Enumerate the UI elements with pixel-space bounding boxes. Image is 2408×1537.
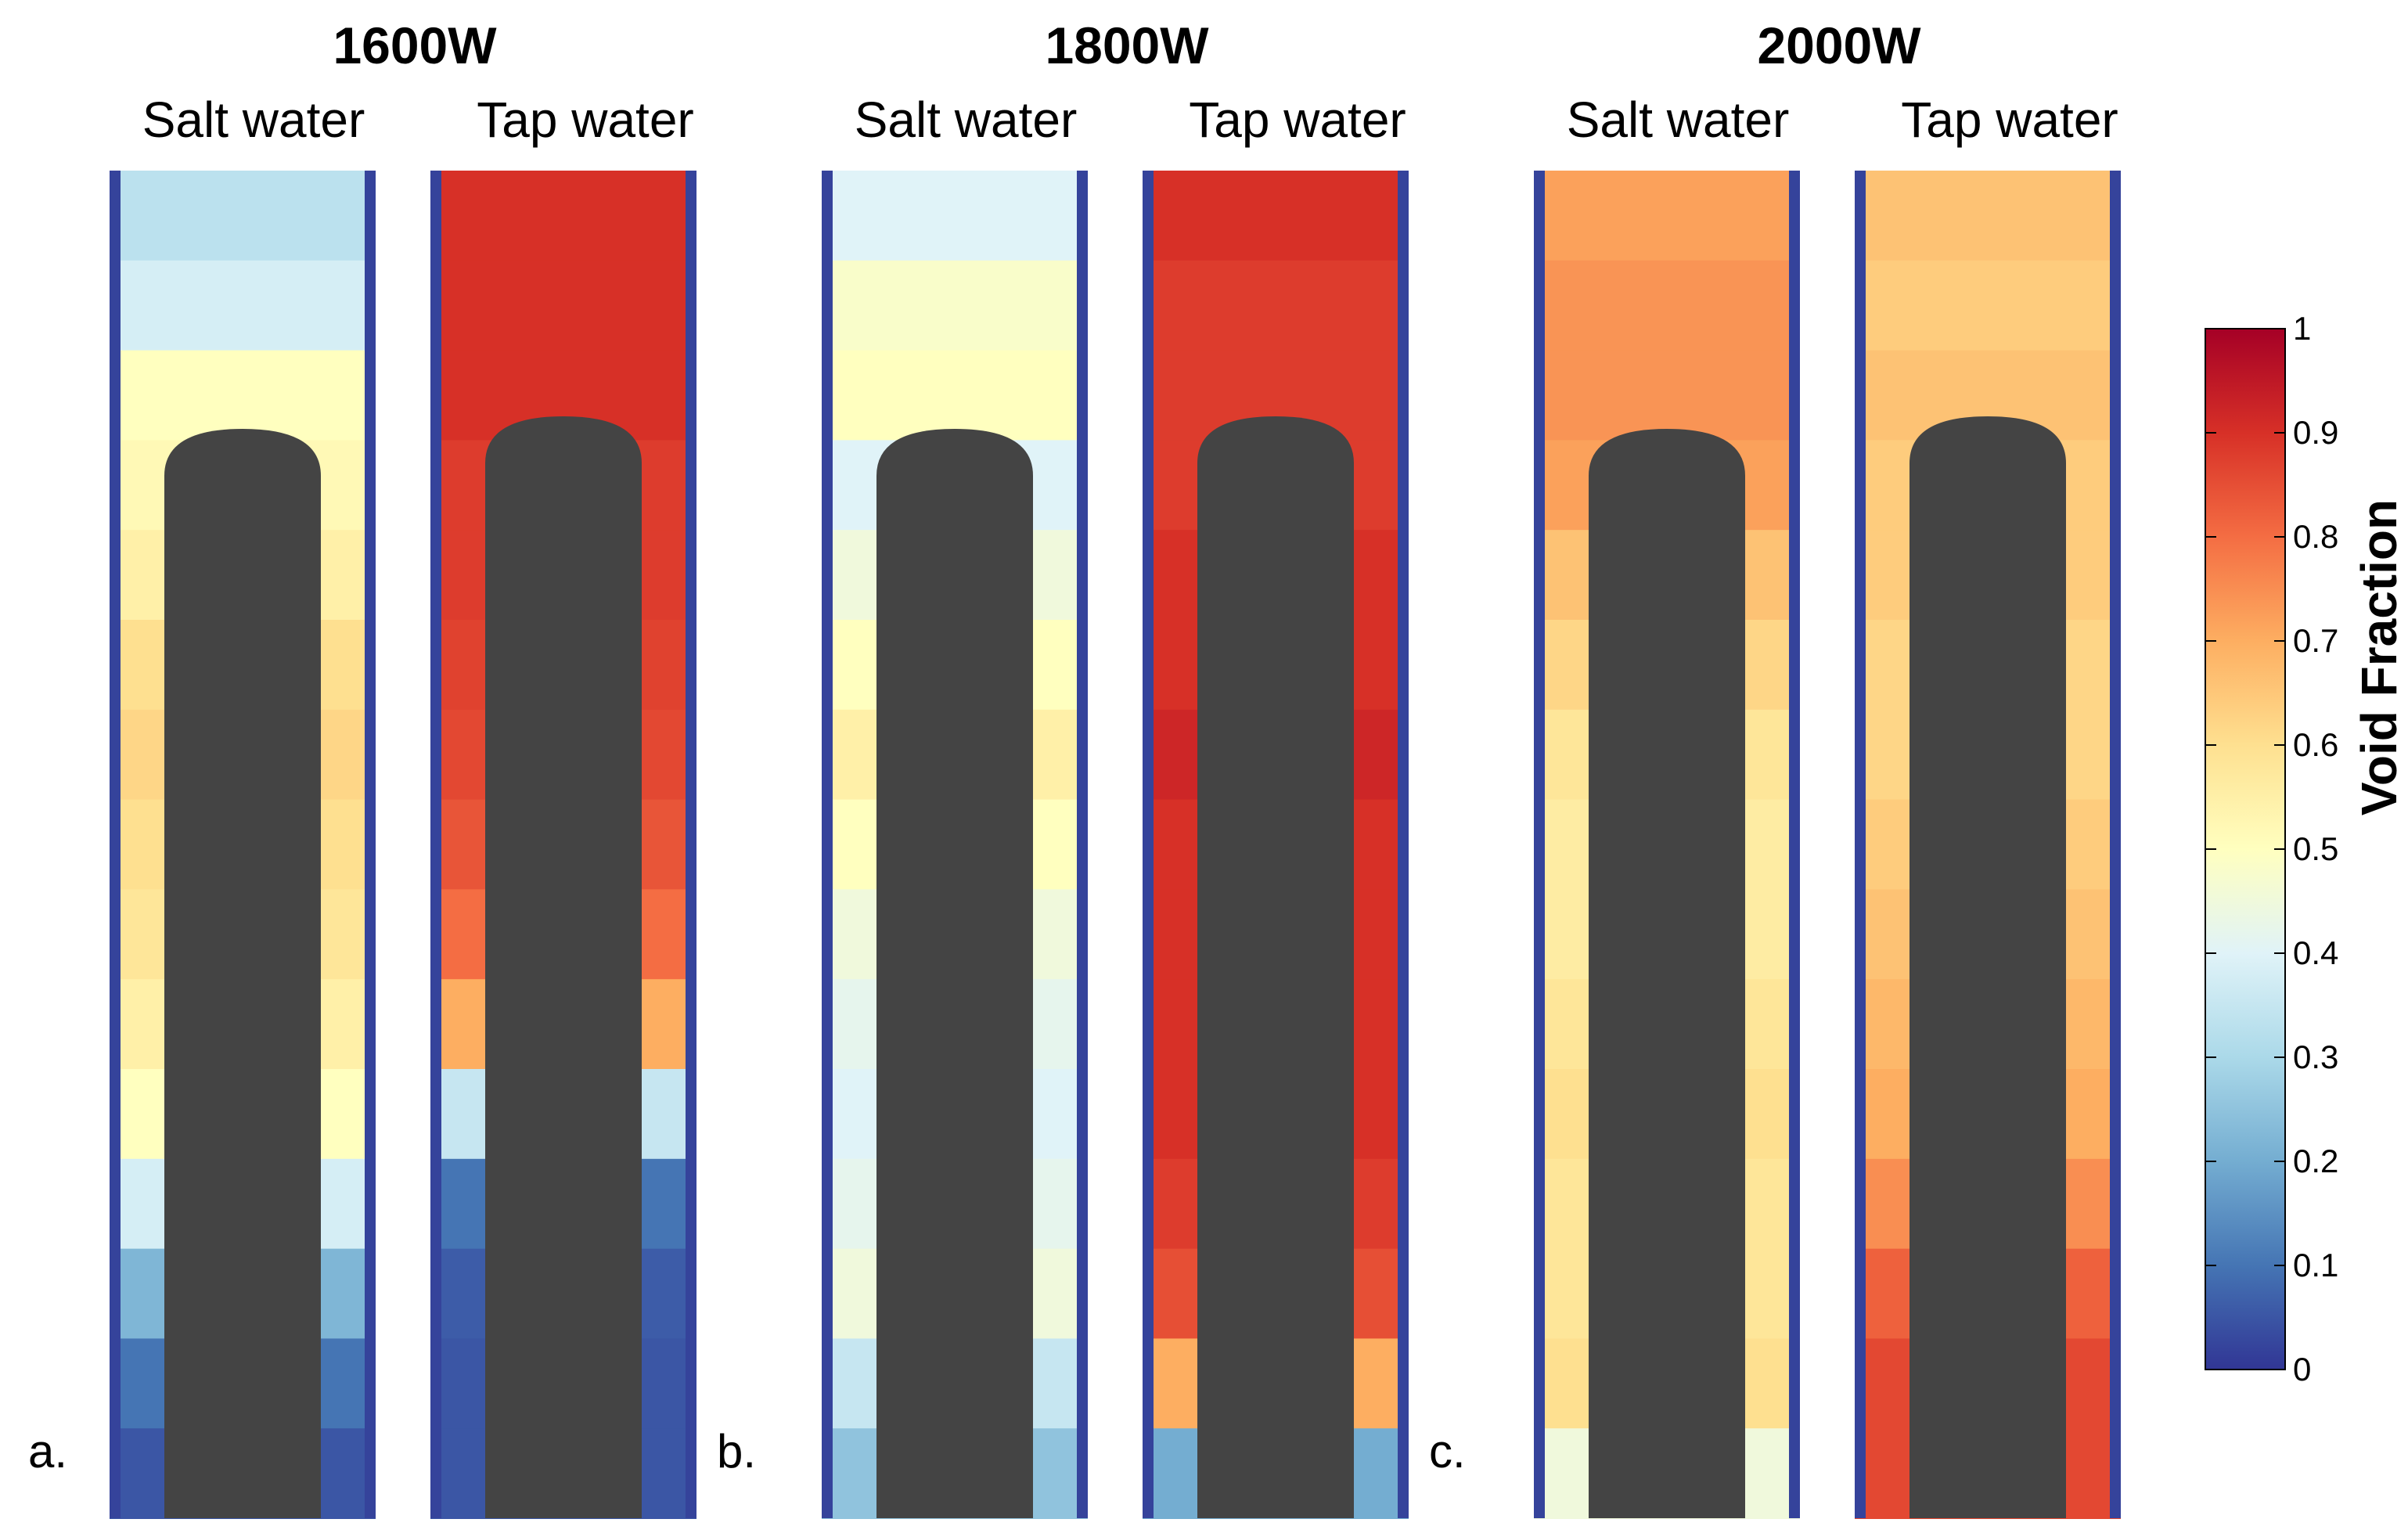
col-label-1600w-tap: Tap water — [477, 92, 694, 148]
channel-wall — [365, 171, 376, 1518]
void-fraction-panel — [822, 171, 1088, 1519]
colorbar-tick-label: 0.6 — [2293, 726, 2339, 763]
void-fraction-cell — [1143, 171, 1409, 261]
void-fraction-cell — [110, 171, 376, 261]
colorbar-tick-label: 0.8 — [2293, 518, 2339, 555]
channel-wall — [1789, 171, 1800, 1518]
void-fraction-panel — [1855, 171, 2121, 1519]
colorbar-tick-label: 0.7 — [2293, 622, 2339, 659]
channel-wall — [1077, 171, 1088, 1518]
heater-rod — [1589, 429, 1745, 1518]
void-fraction-cell — [822, 350, 1088, 441]
col-label-1600w-salt: Salt water — [142, 92, 365, 148]
channel-wall — [2110, 171, 2121, 1518]
colorbar-tick-label: 0.1 — [2293, 1247, 2339, 1283]
void-fraction-cell — [822, 171, 1088, 261]
void-fraction-cell — [1534, 260, 1800, 351]
channel-wall — [822, 171, 833, 1518]
void-fraction-cell — [110, 350, 376, 441]
void-fraction-cell — [1534, 171, 1800, 261]
channel-wall — [430, 171, 441, 1518]
colorbar-tick-label: 0.5 — [2293, 830, 2339, 867]
col-label-1800w-salt: Salt water — [854, 92, 1078, 148]
void-fraction-cell — [110, 260, 376, 351]
heater-rod — [876, 429, 1033, 1518]
group-title-1800w: 1800W — [1045, 16, 1209, 74]
void-fraction-cell — [822, 260, 1088, 351]
panel-letter-b: b. — [717, 1425, 757, 1478]
group-title-1600w: 1600W — [333, 16, 497, 74]
channel-wall — [110, 171, 121, 1518]
channel-wall — [1855, 171, 1866, 1518]
void-fraction-panel — [110, 171, 376, 1519]
colorbar-scale — [2205, 328, 2286, 1370]
void-fraction-cell — [430, 260, 696, 351]
void-fraction-panel — [1143, 171, 1409, 1519]
colorbar-title: Void Fraction — [2351, 499, 2407, 816]
panel-letter-a: a. — [28, 1425, 68, 1478]
col-label-1800w-tap: Tap water — [1189, 92, 1406, 148]
panel-letter-c: c. — [1429, 1425, 1466, 1478]
heater-rod — [485, 416, 642, 1518]
heater-rod — [164, 429, 321, 1518]
heater-rod — [1909, 416, 2066, 1518]
void-fraction-cell — [1855, 260, 2121, 351]
colorbar-tick-label: 0.4 — [2293, 934, 2339, 971]
void-fraction-panel — [1534, 171, 1800, 1519]
group-title-2000w: 2000W — [1757, 16, 1921, 74]
colorbar-tick-label: 0.3 — [2293, 1038, 2339, 1075]
void-fraction-cell — [1143, 260, 1409, 351]
heater-rod — [1197, 416, 1354, 1518]
colorbar-tick-label: 0 — [2293, 1351, 2312, 1388]
colorbar-tick-label: 0.9 — [2293, 414, 2339, 451]
colorbar-tick-label: 0.2 — [2293, 1143, 2339, 1179]
channel-wall — [686, 171, 696, 1518]
col-label-2000w-tap: Tap water — [1901, 92, 2118, 148]
colorbar-tick-label: 1 — [2293, 310, 2312, 347]
col-label-2000w-salt: Salt water — [1566, 92, 1790, 148]
void-fraction-cell — [1855, 171, 2121, 261]
void-fraction-cell — [1534, 350, 1800, 441]
void-fraction-cell — [430, 171, 696, 261]
channel-wall — [1398, 171, 1409, 1518]
channel-wall — [1143, 171, 1154, 1518]
void-fraction-panel — [430, 171, 696, 1519]
channel-wall — [1534, 171, 1545, 1518]
